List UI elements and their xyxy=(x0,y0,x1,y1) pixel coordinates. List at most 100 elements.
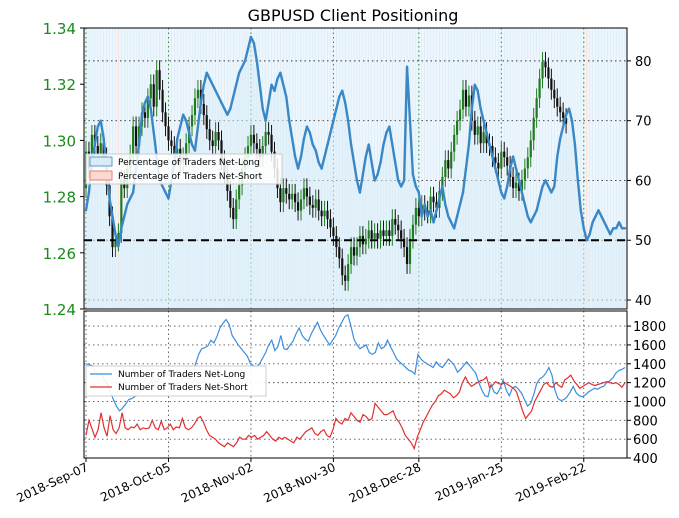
date-tick-label: 2018-Nov-02 xyxy=(179,460,255,505)
candle-body xyxy=(541,61,544,79)
candle-body xyxy=(111,216,114,248)
candle-body xyxy=(414,207,417,225)
candle-body xyxy=(405,247,409,265)
percentage-segment xyxy=(470,83,476,110)
percentage-segment xyxy=(346,119,353,146)
candle-body xyxy=(444,160,447,177)
candle-body xyxy=(190,115,194,127)
candle-body xyxy=(338,247,341,259)
candle-body xyxy=(99,143,102,155)
candle-body xyxy=(114,241,117,248)
candle-body xyxy=(261,146,264,158)
percentage-segment xyxy=(243,47,250,63)
candle-body xyxy=(461,89,465,110)
percentage-segment xyxy=(576,179,583,212)
percentage-segment xyxy=(193,125,200,152)
percentage-segment xyxy=(570,119,577,146)
candle-body xyxy=(314,199,317,208)
date-tick-label: 2019-Jan-25 xyxy=(433,460,506,504)
candle-body xyxy=(538,78,541,99)
candle-body xyxy=(158,70,161,90)
candle-body xyxy=(202,103,205,116)
bottom-panel-frame xyxy=(83,310,628,459)
percentage-segment xyxy=(290,137,297,158)
percentage-segment xyxy=(332,107,338,122)
percentage-segment xyxy=(494,167,500,182)
percentage-segment xyxy=(111,215,117,236)
percentage-segment xyxy=(341,89,347,104)
candle-body xyxy=(467,95,470,107)
percent-tick-label: 60 xyxy=(635,174,652,189)
percentage-segment xyxy=(408,119,415,176)
percentage-segment xyxy=(288,119,294,140)
trader-count-panel: 400 600 800 1000 1200 1400 1600 1800 2018-Sep-0… xyxy=(14,310,666,506)
candle-body xyxy=(517,182,521,191)
percentage-segment xyxy=(123,203,129,218)
candle-body xyxy=(506,157,509,166)
candle-body xyxy=(456,120,459,135)
candle-body xyxy=(143,112,147,118)
percentage-segment xyxy=(452,215,459,230)
percentage-segment xyxy=(120,215,126,230)
candle-body xyxy=(196,89,200,99)
percentage-segment xyxy=(146,95,153,110)
percentage-segment xyxy=(140,101,147,116)
percentage-segment xyxy=(394,161,400,182)
count-tick-label: 1800 xyxy=(633,320,666,335)
percentage-segment xyxy=(388,125,394,146)
candle-body xyxy=(376,233,379,239)
candle-body xyxy=(458,109,462,121)
count-tick-label: 1600 xyxy=(633,339,666,354)
candle-body xyxy=(264,131,267,147)
candle-body xyxy=(358,235,362,248)
date-tick-label: 2018-Oct-05 xyxy=(98,460,172,505)
candle-body xyxy=(503,151,506,158)
candle-body xyxy=(270,134,273,152)
candle-body xyxy=(211,140,214,147)
percentage-segment xyxy=(455,203,462,218)
percentage-segment xyxy=(323,143,329,158)
candle-body xyxy=(320,210,323,217)
percentage-segment xyxy=(179,113,185,128)
percentage-segment xyxy=(320,155,326,170)
right-count-axis: 400 600 800 1000 1200 1400 1600 1800 xyxy=(627,320,666,467)
candle-body xyxy=(185,143,188,158)
percentage-segment xyxy=(343,101,350,122)
percentage-segment xyxy=(352,161,359,182)
price-tick-label: 1.32 xyxy=(43,76,76,94)
percentage-segment xyxy=(423,203,429,218)
date-tick-label: 2018-Sep-07 xyxy=(14,460,90,505)
candle-body xyxy=(417,207,420,217)
net-short-legend-label: Percentage of Traders Net-Short xyxy=(118,172,263,182)
percentage-segment xyxy=(491,155,497,170)
percentage-segment xyxy=(514,167,521,182)
percentage-segment xyxy=(417,191,423,218)
percentage-segment xyxy=(497,179,503,194)
candle-body xyxy=(453,134,456,152)
candle-body xyxy=(332,227,335,236)
count-tick-label: 1400 xyxy=(633,358,666,373)
percentage-segment xyxy=(235,71,241,87)
candle-body xyxy=(238,185,241,200)
percentage-segment xyxy=(535,197,541,212)
candle-body xyxy=(473,120,476,135)
percentage-segment xyxy=(588,221,594,236)
candle-body xyxy=(132,126,135,155)
candle-body xyxy=(252,134,255,144)
candle-body xyxy=(208,129,211,141)
percentage-segment xyxy=(376,161,382,176)
percentage-segment xyxy=(302,125,309,140)
candle-body xyxy=(120,179,123,234)
candle-body xyxy=(432,196,435,203)
percentage-segment xyxy=(199,83,206,104)
candle-body xyxy=(511,176,515,189)
candle-body xyxy=(146,98,149,118)
candle-body xyxy=(246,146,250,158)
candle-body xyxy=(411,224,415,239)
percentage-segment xyxy=(370,161,376,182)
candle-body xyxy=(193,98,197,116)
percent-tick-label: 50 xyxy=(635,234,652,249)
candle-body xyxy=(288,193,291,200)
percentage-segment xyxy=(467,107,474,146)
candle-body xyxy=(379,230,382,239)
